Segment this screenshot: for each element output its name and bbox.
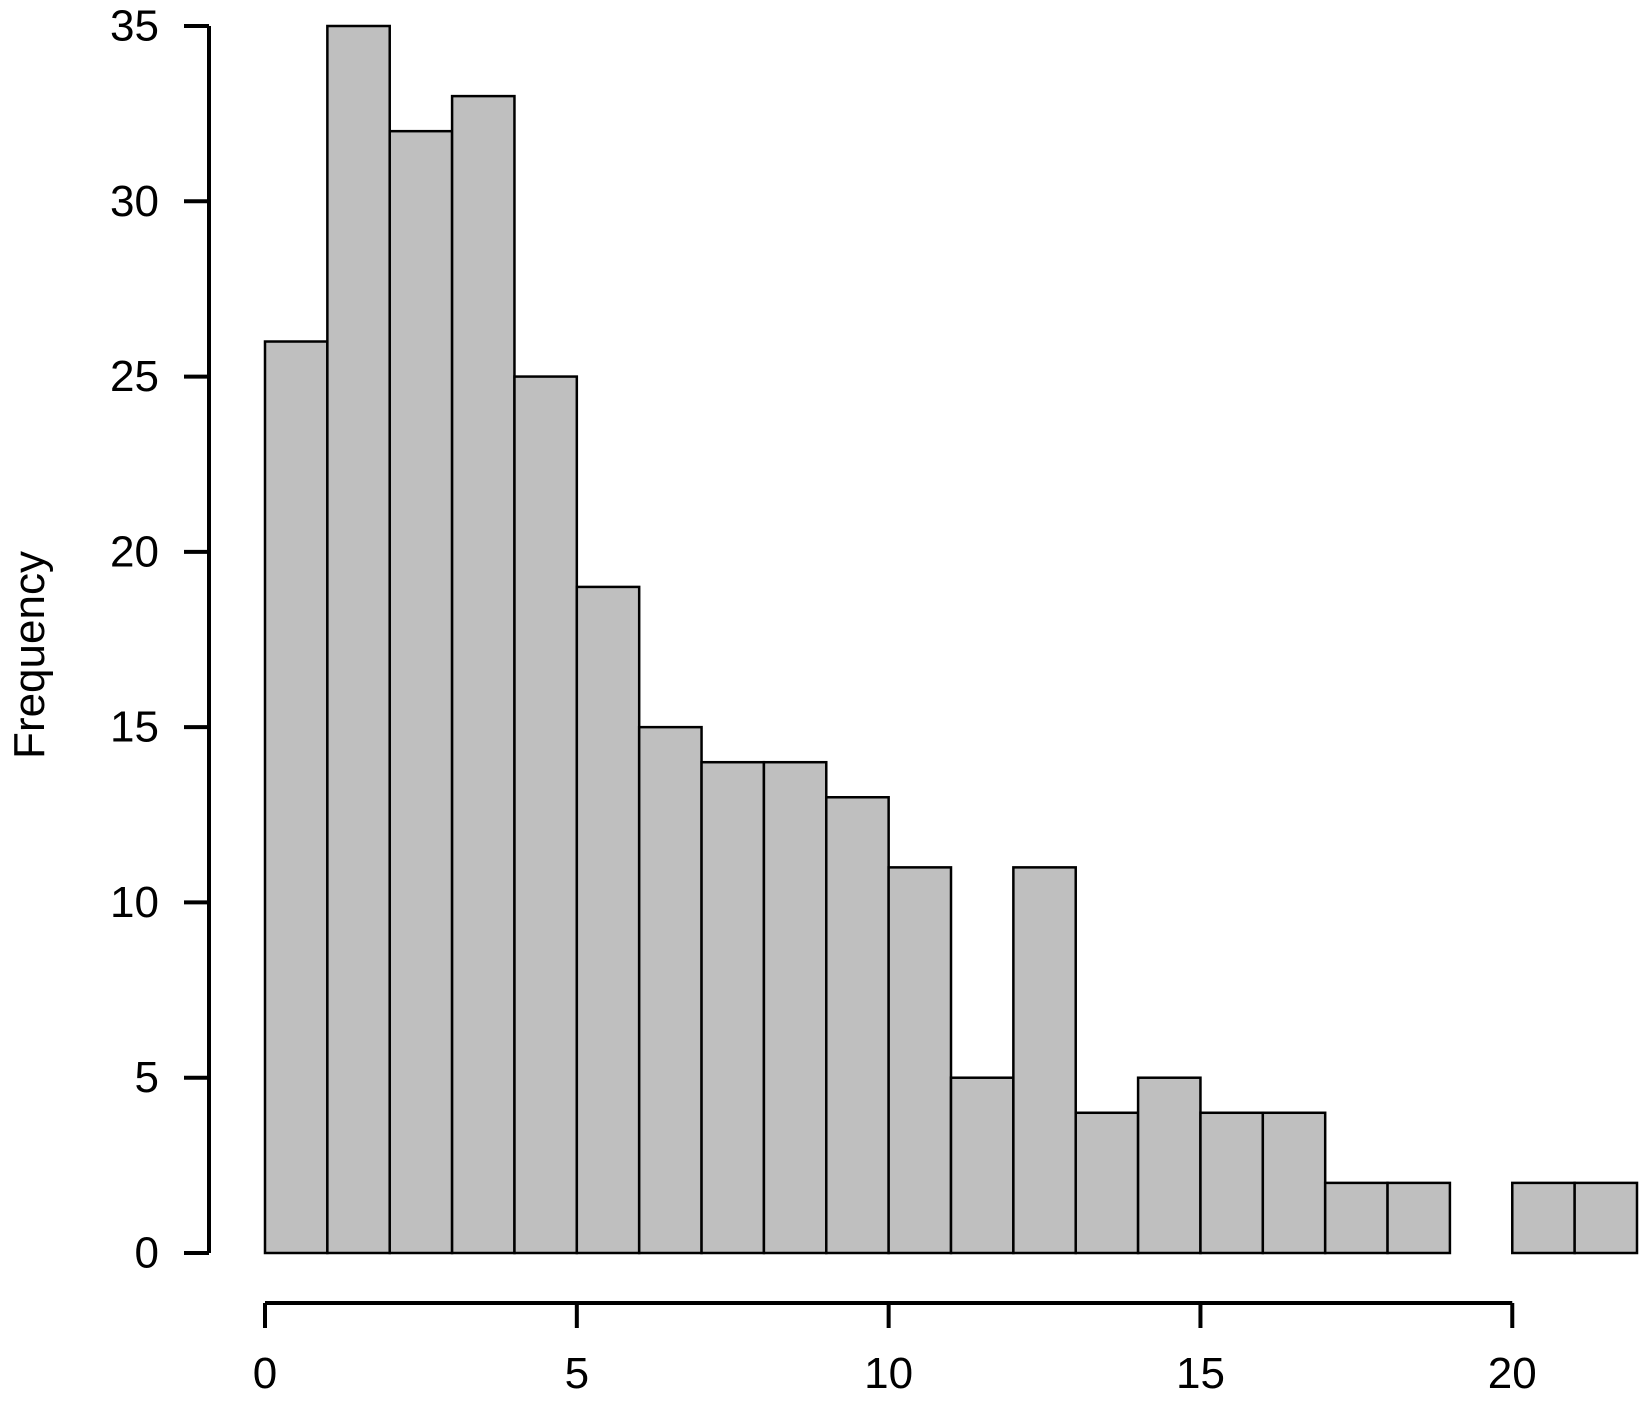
histogram-bar: [887, 866, 953, 1255]
histogram-bar: [762, 760, 828, 1255]
y-tick-label: 25: [110, 352, 159, 401]
x-axis: 0 5 10 15 20: [253, 1301, 1537, 1398]
histogram-bar: [575, 585, 641, 1255]
histogram-bar: [513, 375, 579, 1255]
histogram-bar: [825, 796, 890, 1255]
histogram-bar: [263, 340, 329, 1255]
x-tick-label: 0: [253, 1349, 277, 1398]
histogram-bar: [1261, 1111, 1327, 1255]
x-tick-label: 20: [1488, 1349, 1537, 1398]
y-tick-label: 10: [110, 878, 159, 927]
y-tick-label: 35: [110, 2, 159, 51]
histogram-bar: [700, 760, 766, 1255]
y-axis-title: Frequency: [5, 551, 54, 759]
y-tick-label: 5: [135, 1053, 159, 1102]
histogram-bar: [450, 94, 516, 1255]
histogram-bar: [1511, 1181, 1576, 1255]
histogram-bar: [949, 1076, 1015, 1255]
y-tick-label: 30: [110, 177, 159, 226]
histogram-bar: [1323, 1181, 1389, 1255]
histogram-bar: [326, 24, 391, 1255]
histogram-bar: [637, 725, 703, 1255]
histogram-bar: [1136, 1076, 1202, 1255]
histogram-bar: [388, 129, 454, 1255]
histogram-bar: [1074, 1111, 1140, 1255]
y-tick-label: 20: [110, 527, 159, 576]
y-axis: 0 5 10 15 20 25 30 35: [110, 2, 211, 1278]
bars-group: [263, 24, 1639, 1255]
x-tick-label: 15: [1176, 1349, 1225, 1398]
x-tick-label: 10: [864, 1349, 913, 1398]
histogram-bar: [1573, 1181, 1639, 1255]
y-tick-label: 15: [110, 703, 159, 752]
histogram-bar: [1199, 1111, 1265, 1255]
histogram-bar: [1386, 1181, 1452, 1255]
y-tick-label: 0: [135, 1229, 159, 1278]
x-tick-label: 5: [565, 1349, 589, 1398]
histogram-bar: [1012, 866, 1077, 1255]
